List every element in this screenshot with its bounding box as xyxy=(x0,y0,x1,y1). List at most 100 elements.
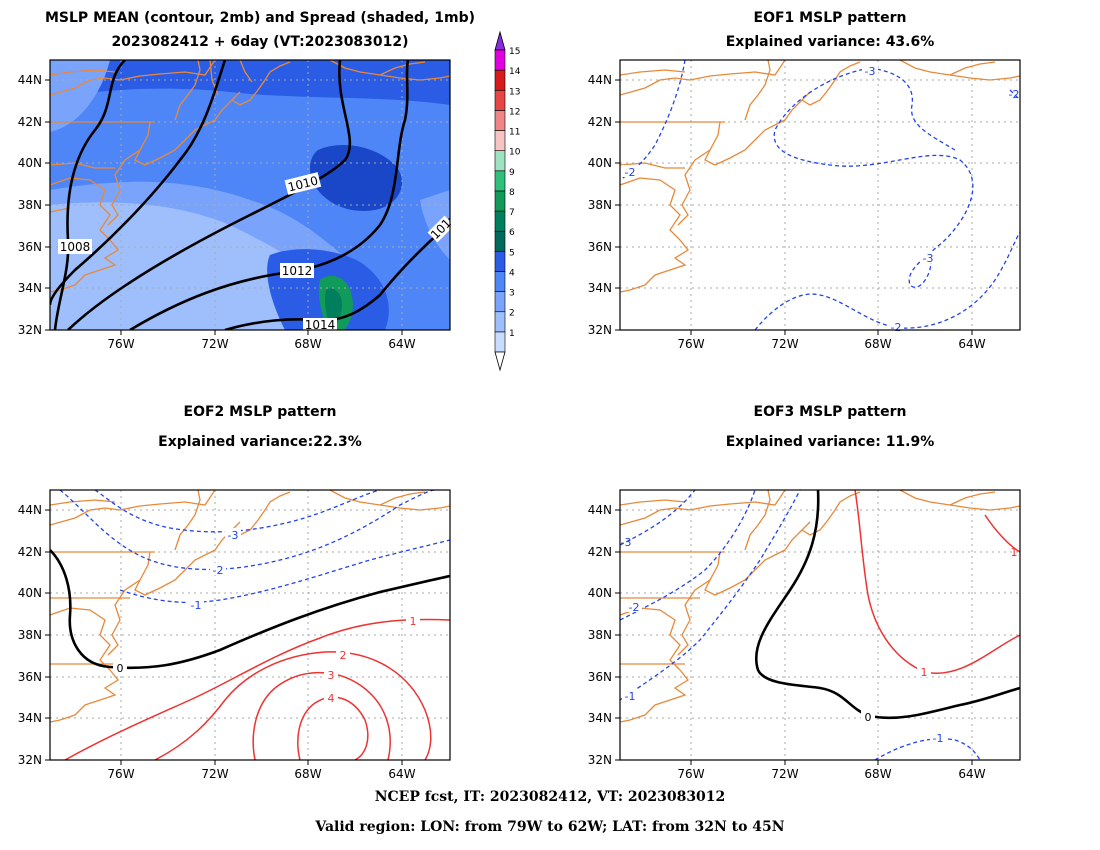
y-tick-label: 36N xyxy=(588,670,612,684)
y-axis-labels: 44N 42N 40N 38N 36N 34N 32N xyxy=(588,503,612,767)
colorbar-label: 2 xyxy=(509,309,515,319)
colorbar-label: 12 xyxy=(509,107,520,117)
colorbar-swatch xyxy=(494,69,506,91)
colorbar-swatch xyxy=(494,271,506,292)
contour-label: -3 xyxy=(621,536,632,549)
x-tick-label: 64W xyxy=(388,767,415,781)
contour-label: 0 xyxy=(117,662,124,675)
coastline xyxy=(50,490,450,723)
eof3-zero-contour xyxy=(755,490,1020,720)
x-tick-label: 72W xyxy=(201,337,228,351)
colorbar-swatch xyxy=(494,230,506,252)
y-tick-label: 40N xyxy=(588,156,612,170)
colorbar-swatch xyxy=(494,150,506,172)
y-tick-label: 38N xyxy=(588,628,612,642)
colorbar-swatch xyxy=(494,49,506,71)
colorbar-label: 11 xyxy=(509,128,520,138)
ticks xyxy=(45,509,403,765)
plot-frame xyxy=(49,489,451,761)
y-tick-label: 44N xyxy=(18,73,42,87)
x-tick-label: 68W xyxy=(294,767,321,781)
panel-eof3: -3 -2 -1 0 1 -1 1 44N 42N 40N 38N 36N 34… xyxy=(588,489,1021,781)
x-tick-label: 72W xyxy=(771,767,798,781)
x-axis-labels: 76W 72W 68W 64W xyxy=(677,767,985,781)
colorbar-top-arrow xyxy=(494,30,506,51)
panel-eof3-title: EOF3 MSLP pattern xyxy=(753,404,907,420)
panel-eof3-subtitle: Explained variance: 11.9% xyxy=(725,434,935,450)
x-tick-label: 68W xyxy=(294,337,321,351)
panel-eof1-subtitle: Explained variance: 43.6% xyxy=(725,34,935,50)
y-tick-label: 42N xyxy=(588,545,612,559)
contour-label: 1 xyxy=(921,666,928,679)
y-tick-label: 38N xyxy=(18,628,42,642)
y-tick-label: 42N xyxy=(588,115,612,129)
y-tick-label: 34N xyxy=(588,711,612,725)
colorbar-label: 4 xyxy=(509,268,515,278)
eof1-contour-labels: -3 -2 -3 -2 -2 xyxy=(622,64,1019,334)
y-tick-label: 36N xyxy=(18,670,42,684)
x-tick-label: 68W xyxy=(864,337,891,351)
y-tick-label: 32N xyxy=(18,753,42,767)
y-tick-label: 42N xyxy=(18,545,42,559)
colorbar-swatch xyxy=(494,331,506,353)
x-axis-labels: 76W 72W 68W 64W xyxy=(107,767,415,781)
y-tick-label: 34N xyxy=(18,711,42,725)
colorbar-label: 5 xyxy=(509,248,515,258)
colorbar-label: 7 xyxy=(509,208,515,218)
colorbar-label: 3 xyxy=(509,289,515,299)
colorbar-swatch xyxy=(494,251,506,272)
contour-label: -1 xyxy=(191,599,202,612)
panel-mean-title: MSLP MEAN (contour, 2mb) and Spread (sha… xyxy=(45,10,475,26)
y-tick-label: 42N xyxy=(18,115,42,129)
colorbar-bottom-arrow xyxy=(494,351,506,372)
contour-label: -2 xyxy=(213,564,224,577)
x-tick-label: 64W xyxy=(958,767,985,781)
y-axis-labels: 44N 42N 40N 38N 36N 34N 32N xyxy=(588,73,612,337)
colorbar-swatch xyxy=(494,130,506,151)
x-tick-label: 68W xyxy=(864,767,891,781)
colorbar-swatch xyxy=(494,210,506,232)
eof3-positive-contours xyxy=(854,490,1020,675)
panel-eof2-subtitle: Explained variance:22.3% xyxy=(158,434,362,450)
panel-eof2: -3 -2 -1 0 1 2 3 4 44N 42N 40N 38N 36N 3… xyxy=(18,489,451,781)
colorbar-label: 13 xyxy=(509,87,520,97)
ticks xyxy=(615,79,973,335)
x-tick-label: 76W xyxy=(107,767,134,781)
x-tick-label: 72W xyxy=(771,337,798,351)
footer-valid-region: Valid region: LON: from 79W to 62W; LAT:… xyxy=(315,819,785,835)
eof2-zero-contour xyxy=(50,549,450,670)
y-tick-label: 38N xyxy=(18,198,42,212)
contour-label: 4 xyxy=(328,692,335,705)
colorbar-swatch xyxy=(494,170,506,192)
coastline xyxy=(620,490,1020,723)
contour-label: -1 xyxy=(625,690,636,703)
eof3-contour-labels: -3 -2 -1 0 1 -1 1 xyxy=(621,536,1018,745)
y-tick-label: 40N xyxy=(18,156,42,170)
x-tick-label: 76W xyxy=(107,337,134,351)
colorbar-label: 10 xyxy=(509,148,521,158)
coastline xyxy=(620,60,1020,293)
y-tick-label: 36N xyxy=(18,240,42,254)
contour-label: -2 xyxy=(625,166,636,179)
contour-label: -2 xyxy=(1009,88,1020,101)
colorbar-label: 14 xyxy=(509,67,521,77)
x-tick-label: 72W xyxy=(201,767,228,781)
panel-eof1: -3 -2 -3 -2 -2 44N 42N 40N 38N 36N 34N 3… xyxy=(588,59,1021,351)
y-ticks xyxy=(45,79,403,335)
contour-label: -2 xyxy=(629,601,640,614)
contour-label-1008: 1008 xyxy=(60,240,91,254)
panel-eof2-title: EOF2 MSLP pattern xyxy=(183,404,337,420)
contour-label: -3 xyxy=(228,529,239,542)
colorbar-swatch xyxy=(494,190,506,212)
y-tick-label: 36N xyxy=(588,240,612,254)
coastline xyxy=(50,60,450,293)
panel-mean: 1008 1010 1012 1014 101 44N 42N 40N 38N … xyxy=(18,59,455,351)
x-tick-label: 64W xyxy=(388,337,415,351)
contour-label: 3 xyxy=(328,669,335,682)
eof2-positive-contours xyxy=(64,618,450,760)
x-axis-labels: 76W 72W 68W 64W xyxy=(107,337,415,351)
colorbar-label: 1 xyxy=(509,329,515,339)
contour-label: -2 xyxy=(891,321,902,334)
